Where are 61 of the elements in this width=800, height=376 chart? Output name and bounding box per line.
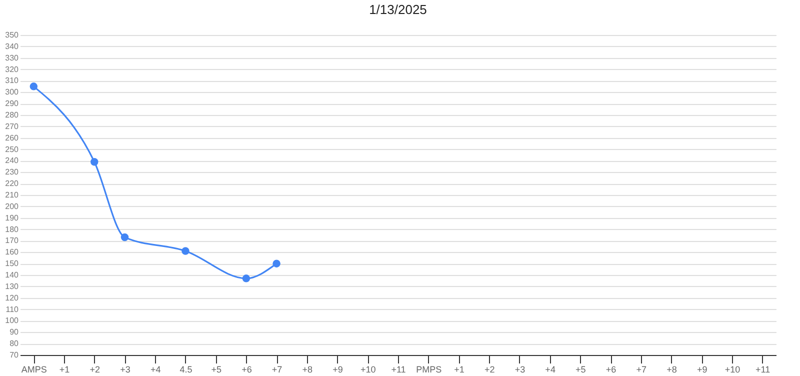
y-tick-label: 90 [10, 328, 20, 337]
x-tick-label: +4 [150, 364, 161, 374]
y-tick-label: 330 [5, 53, 20, 62]
x-tick-label: +8 [302, 364, 313, 374]
y-tick-label: 230 [5, 168, 20, 177]
y-tick-label: 190 [5, 213, 20, 222]
y-tick-label: 220 [5, 179, 20, 188]
y-tick-label: 320 [5, 64, 20, 74]
y-tick-label: 80 [10, 339, 20, 348]
y-tick-label: 350 [5, 30, 20, 40]
x-tick-label: +11 [391, 364, 406, 374]
y-tick-label: 130 [5, 282, 20, 291]
x-tick-label: +5 [211, 364, 222, 374]
point [272, 260, 280, 268]
x-tick-label: +11 [756, 364, 770, 374]
point [30, 82, 38, 90]
x-tick-label: +5 [576, 364, 586, 374]
x-tick-label: +6 [606, 364, 616, 374]
x-tick-label: +2 [484, 364, 495, 374]
x-tick-label: 4.5 [180, 364, 192, 374]
y-tick-label: 150 [5, 259, 20, 268]
chart-title: 1/13/2025 [369, 2, 427, 17]
y-tick-label: 210 [5, 190, 20, 200]
y-tick-label: 340 [5, 42, 20, 51]
point [90, 158, 98, 166]
x-tick-label: AMPS [21, 364, 47, 374]
y-tick-label: 260 [5, 133, 20, 142]
x-tick-label: +9 [332, 364, 343, 374]
x-tick-label: +1 [59, 364, 70, 374]
point [242, 274, 250, 282]
x-tick-label: +9 [696, 364, 708, 374]
point [182, 247, 190, 255]
x-tick-label: +3 [514, 364, 526, 374]
y-tick-label: 250 [5, 144, 20, 154]
y-tick-label: 110 [6, 304, 20, 314]
point [120, 233, 129, 242]
x-tick-label: +1 [454, 364, 464, 374]
y-tick-label: 120 [5, 293, 20, 302]
x-tick-label: +10 [360, 364, 376, 374]
y-tick-label: 70 [10, 350, 20, 360]
y-tick-label: 280 [5, 110, 20, 120]
y-tick-label: 100 [5, 316, 20, 326]
y-tick-label: 300 [5, 88, 20, 97]
x-tick-label: +6 [242, 364, 252, 374]
y-tick-label: 310 [5, 76, 20, 86]
y-tick-label: 270 [5, 122, 20, 131]
x-tick-label: +8 [666, 364, 677, 374]
x-tick-label: +3 [120, 364, 130, 374]
y-tick-label: 240 [5, 156, 20, 166]
x-tick-label: +4 [545, 364, 556, 374]
x-tick-label: +7 [272, 364, 282, 374]
y-tick-label: 140 [5, 270, 20, 280]
x-tick-label: +10 [724, 364, 740, 374]
y-tick-label: 170 [5, 236, 20, 246]
x-tick-label: PMPS [416, 364, 442, 374]
x-tick-label: +7 [636, 364, 647, 374]
y-tick-label: 200 [5, 202, 20, 211]
y-tick-label: 160 [5, 248, 20, 257]
y-tick-label: 290 [5, 99, 20, 108]
x-tick-label: +2 [90, 364, 100, 374]
y-tick-label: 180 [5, 224, 20, 234]
